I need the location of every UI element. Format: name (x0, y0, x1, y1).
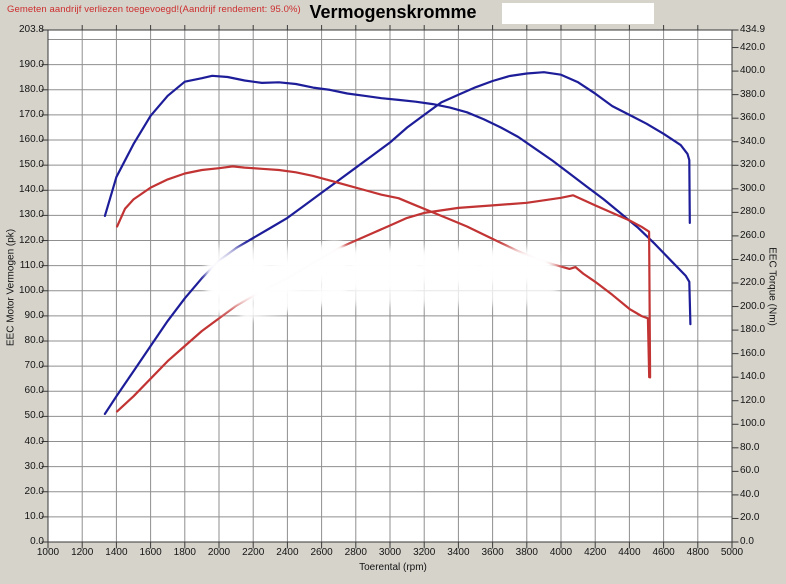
y-right-tick-label: 180.0 (740, 324, 766, 336)
y-left-tick-label: 180.0 (18, 83, 44, 95)
masked-logo-box (502, 3, 654, 24)
x-tick-label: 3200 (413, 547, 436, 558)
y-right-tick-label: 434.9 (740, 24, 766, 35)
y-right-tick-label: 140.0 (740, 371, 766, 383)
y-axis-right-title: EEC Torque (Nm) (766, 247, 778, 326)
x-tick-label: 3600 (481, 547, 504, 558)
drivetrain-loss-annotation: Gemeten aandrijf verliezen toegevoegd!(A… (7, 4, 301, 15)
x-tick-label: 4400 (618, 547, 641, 558)
y-left-tick-label: 100.0 (18, 284, 44, 296)
y-right-tick-label: 40.0 (740, 488, 760, 500)
x-tick-label: 1200 (71, 547, 94, 558)
y-left-tick-label: 170.0 (18, 108, 44, 120)
y-right-tick-label: 240.0 (740, 253, 766, 265)
y-left-tick-label: 203.8 (18, 24, 44, 35)
curve-torque-tuned-blue (103, 74, 692, 326)
y-left-tick-label: 130.0 (18, 209, 44, 221)
y-right-tick-label: 300.0 (740, 182, 766, 194)
y-right-tick-label: 340.0 (740, 135, 766, 147)
x-tick-label: 4200 (584, 547, 607, 558)
y-right-tick-label: 380.0 (740, 88, 766, 100)
x-tick-label: 2000 (207, 547, 231, 558)
x-tick-label: 2400 (276, 547, 299, 558)
y-left-tick-label: 150.0 (18, 159, 44, 171)
x-tick-label: 2200 (242, 547, 265, 558)
x-tick-label: 5000 (720, 547, 744, 558)
y-left-tick-label: 40.0 (24, 435, 44, 447)
y-left-tick-label: 110.0 (19, 259, 44, 271)
y-right-tick-label: 0.0 (740, 536, 754, 547)
y-left-tick-label: 0.0 (30, 536, 44, 547)
y-left-tick-label: 120.0 (18, 234, 44, 246)
x-tick-label: 3800 (515, 547, 538, 558)
y-right-tick-label: 400.0 (740, 65, 766, 77)
y-right-tick-label: 160.0 (740, 347, 766, 359)
y-right-tick-label: 220.0 (740, 276, 766, 288)
x-tick-label: 1400 (105, 547, 128, 558)
y-right-tick-label: 260.0 (740, 229, 766, 241)
x-tick-label: 1800 (173, 547, 196, 558)
x-tick-label: 4800 (686, 547, 709, 558)
plot-border (47, 29, 733, 543)
y-left-tick-label: 10.0 (24, 510, 44, 522)
x-tick-label: 2800 (344, 547, 367, 558)
y-left-tick-label: 140.0 (18, 184, 44, 196)
y-right-tick-label: 320.0 (740, 159, 766, 171)
curve-torque-original-red (115, 165, 651, 379)
y-left-tick-label: 80.0 (24, 335, 44, 347)
x-tick-label: 3400 (447, 547, 470, 558)
curve-power-original-red (115, 194, 652, 413)
y-right-tick-label: 420.0 (740, 41, 766, 53)
x-tick-label: 2600 (310, 547, 333, 558)
y-left-tick-label: 90.0 (24, 309, 44, 321)
x-tick-label: 4000 (549, 547, 573, 558)
y-right-tick-label: 360.0 (740, 112, 766, 124)
y-right-tick-label: 200.0 (740, 300, 766, 312)
x-tick-label: 3000 (378, 547, 402, 558)
curve-power-tuned-blue (103, 71, 691, 415)
x-tick-label: 1600 (139, 547, 162, 558)
page-title: Vermogenskromme (309, 2, 477, 22)
y-right-tick-label: 120.0 (740, 394, 766, 406)
y-right-tick-label: 20.0 (740, 512, 760, 524)
y-left-tick-label: 160.0 (18, 134, 44, 146)
y-left-tick-label: 30.0 (24, 460, 44, 472)
y-left-tick-label: 70.0 (24, 360, 44, 372)
y-left-tick-label: 20.0 (24, 485, 44, 497)
y-right-tick-label: 100.0 (740, 418, 766, 430)
x-tick-label: 4600 (652, 547, 675, 558)
y-left-tick-label: 50.0 (24, 410, 44, 422)
x-axis-title: Toerental (rpm) (359, 562, 427, 573)
y-left-tick-label: 190.0 (18, 58, 44, 70)
y-right-tick-label: 280.0 (740, 206, 766, 218)
y-right-tick-label: 80.0 (740, 441, 760, 453)
y-axis-left-title: EEC Motor Vermogen (pk) (5, 228, 17, 347)
y-left-tick-label: 60.0 (24, 385, 44, 397)
x-tick-label: 1000 (36, 547, 60, 558)
y-right-tick-label: 60.0 (740, 465, 760, 477)
